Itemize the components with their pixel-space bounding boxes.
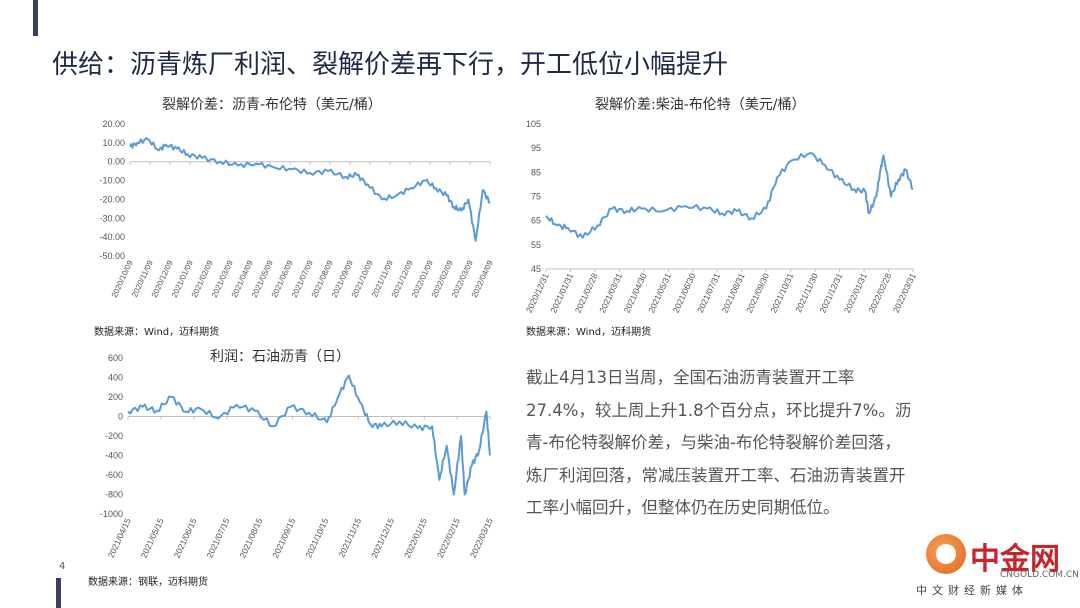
x-tick-label: 2021/09/15 [270,516,297,559]
page-number: 4 [59,561,66,572]
y-tick-label: -600 [105,470,123,480]
x-tick-label: 2021/01/31 [548,271,575,314]
y-tick-label: -50.00 [99,251,125,261]
x-tick-label: 2021/03/31 [597,271,624,314]
x-tick-label: 2021/12/31 [817,271,844,314]
chart-asphalt-profit: 600 400 200 0 -200 -400 -600 -800 -10002021/04/1… [100,353,495,559]
x-tick-label: 2021/08/31 [720,271,747,314]
logo-url: CNGOLD.COM.CN [1000,570,1079,580]
x-tick-label: 2021/06/15 [172,516,199,559]
x-tick-label: 2021/10/31 [768,271,795,314]
y-tick-label: -20.00 [99,194,125,204]
series-line [545,152,914,239]
y-tick-label: 10.00 [102,138,125,148]
chart-asphalt-crack-spread: 20.00 10.00 0.00 -10.00 -20.00 -30.00 -40.00 -5… [99,119,495,299]
x-tick-label: 2022/01/15 [402,516,429,559]
x-tick-label: 2021/08/15 [237,516,264,559]
y-tick-label: 0 [118,412,123,422]
x-tick-label: 2021/11/30 [793,271,820,313]
y-tick-label: 600 [108,353,123,363]
chart-diesel-crack-spread: 1059585756555452020/12/312021/01/312021/… [524,119,918,314]
y-tick-label: -400 [105,451,123,461]
y-tick-label: -1000 [100,509,123,519]
y-tick-label: 105 [526,119,541,129]
logo-icon [926,534,966,574]
series-line [129,137,491,242]
y-tick-label: 55 [531,240,541,250]
y-tick-label: -10.00 [99,176,125,186]
bottom-accent-bar [56,578,61,608]
y-tick-label: 400 [108,373,123,383]
x-tick-label: 2021/04/30 [622,271,649,314]
chart1-title: 裂解价差：沥青-布伦特（美元/桶） [162,97,382,113]
y-tick-label: -30.00 [99,213,125,223]
page-title: 供给：沥青炼厂利润、裂解价差再下行，开工低位小幅提升 [52,50,729,80]
x-tick-label: 2021/12/15 [369,516,396,559]
y-tick-label: -200 [105,431,123,441]
chart3-source: 数据来源：钢联，迈科期货 [88,577,208,588]
x-tick-label: 2021/02/28 [573,271,600,314]
x-tick-label: 2021/04/15 [106,516,133,559]
x-tick-label: 2021/06/30 [671,271,698,314]
x-tick-label: 2022/03/15 [468,516,495,559]
chart3-title: 利润：石油沥青（日） [210,349,350,365]
x-tick-label: 2021/05/15 [139,516,166,559]
y-tick-label: -40.00 [99,232,125,242]
x-tick-label: 2022/02/28 [866,271,893,314]
y-tick-label: 65 [531,216,541,226]
y-tick-label: 95 [531,143,541,153]
x-tick-label: 2021/07/15 [204,516,231,559]
chart1-source: 数据来源：Wind，迈科期货 [94,327,220,338]
y-tick-label: 45 [531,264,541,274]
y-tick-label: 85 [531,167,541,177]
logo-tagline: 中文财经新媒体 [916,584,1028,597]
x-tick-label: 2022/01/31 [842,271,869,314]
x-tick-label: 2021/09/30 [744,271,771,314]
chart2-source: 数据来源：Wind，迈科期货 [526,327,652,338]
x-tick-label: 2021/11/15 [336,516,363,558]
x-tick-label: 2022/02/15 [435,516,462,559]
x-tick-label: 2021/07/31 [695,271,722,314]
logo-name: 中金网 [970,542,1060,577]
x-tick-label: 2022/03/31 [891,271,918,314]
y-tick-label: 75 [531,192,541,202]
top-accent-bar [33,0,38,36]
y-tick-label: -800 [105,490,123,500]
x-tick-label: 2021/10/15 [303,516,330,559]
y-tick-label: 200 [108,392,123,402]
series-line [127,374,491,496]
watermark-logo: 中金网 CNGOLD.COM.CN 中文财经新媒体 [908,528,1079,606]
y-tick-label: 20.00 [102,119,125,129]
commentary-paragraph: 截止4月13日当周，全国石油沥青装置开工率27.4%，较上周上升1.8个百分点，… [526,368,912,517]
y-tick-label: 0.00 [107,157,125,167]
x-tick-label: 2021/05/31 [646,271,673,314]
x-tick-label: 2020/12/31 [524,271,551,314]
chart2-title: 裂解价差:柴油-布伦特（美元/桶） [595,97,806,113]
